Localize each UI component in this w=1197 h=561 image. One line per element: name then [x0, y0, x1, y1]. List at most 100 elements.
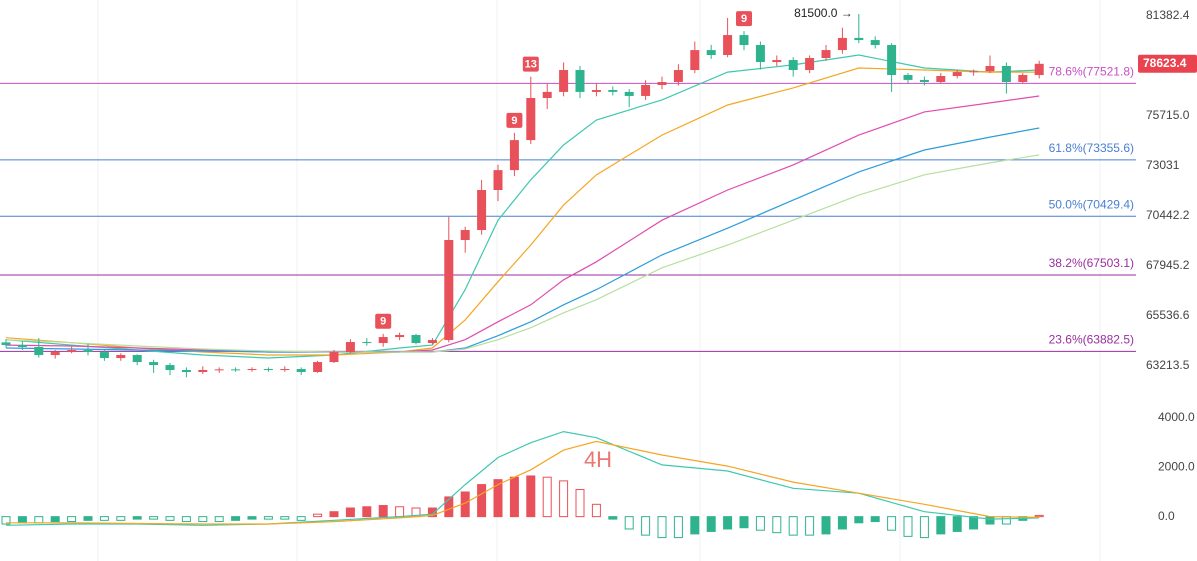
macd-histogram-bar — [854, 516, 864, 524]
candle-body — [329, 352, 339, 363]
macd-histogram-bar — [132, 516, 142, 520]
macd-histogram-bar — [657, 516, 667, 539]
macd-histogram-bar — [313, 513, 323, 518]
macd-histogram-bar — [952, 516, 962, 532]
y-tick-label: 75715.0 — [1146, 108, 1190, 122]
macd-histogram-bar — [1, 516, 11, 525]
macd-histogram-bar — [788, 516, 798, 536]
y-tick-label: 73031 — [1146, 158, 1180, 172]
candle-body — [280, 369, 290, 371]
macd-histogram-bar — [526, 475, 536, 518]
sequence-label: 9 — [380, 316, 386, 328]
candle-body — [755, 45, 765, 63]
moving-average-line — [5, 54, 1040, 359]
macd-histogram-bar — [608, 516, 618, 520]
macd-histogram-bar — [231, 516, 241, 521]
candle-body — [706, 50, 716, 56]
macd-histogram-bar — [83, 516, 93, 521]
sequence-label: 9 — [741, 13, 747, 25]
macd-histogram-bar — [214, 516, 224, 523]
candle-body — [99, 352, 109, 359]
candle-body — [132, 355, 142, 363]
candle-body — [591, 90, 601, 92]
candle-body — [477, 190, 487, 231]
candle-body — [411, 335, 421, 344]
macd-histogram-bar — [99, 516, 109, 521]
candle-body — [985, 65, 995, 72]
macd-histogram-bar — [919, 516, 929, 539]
watermark: 4H — [584, 447, 612, 472]
candle-body — [427, 340, 437, 344]
macd-histogram-bar — [67, 516, 77, 523]
macd-histogram-bar — [378, 505, 388, 518]
candle-body — [395, 335, 405, 338]
high-marker: 81500.0 → — [794, 6, 853, 20]
macd-histogram-bar — [969, 516, 979, 530]
macd-histogram-bar — [477, 484, 487, 518]
macd-histogram-bar — [821, 516, 831, 535]
candle-body — [165, 365, 175, 371]
macd-histogram-bar — [280, 516, 290, 520]
macd-histogram-bar — [706, 516, 716, 532]
candle-body — [231, 369, 241, 371]
candle-body — [821, 50, 831, 59]
macd-histogram-bar — [903, 516, 913, 537]
candle-body — [837, 37, 847, 51]
macd-line — [6, 440, 1040, 525]
candle-body — [919, 79, 929, 83]
candle-body — [641, 84, 651, 96]
macd-line — [5, 430, 1040, 526]
candle-body — [870, 40, 880, 46]
candle-body — [345, 342, 355, 353]
candle-body — [149, 362, 159, 366]
candle-body — [263, 369, 273, 371]
macd-histogram-bar — [493, 479, 503, 518]
candle-body — [854, 37, 864, 41]
candle-body — [67, 350, 77, 353]
moving-average-line — [5, 154, 1040, 353]
candle-body — [673, 70, 683, 83]
y-tick-label: 81382.4 — [1146, 8, 1190, 22]
candle-body — [969, 71, 979, 73]
y-tick-label: 70442.2 — [1146, 208, 1190, 222]
macd-histogram-bar — [690, 516, 700, 535]
candle-body — [1034, 63, 1044, 76]
sequence-label-box — [522, 56, 539, 72]
candle-body — [214, 369, 224, 371]
candle-body — [493, 170, 503, 191]
candle-body — [509, 140, 519, 171]
macd-histogram-bar — [509, 476, 519, 518]
sequence-label-box — [736, 11, 752, 27]
candle-body — [690, 50, 700, 71]
sequence-label: 13 — [525, 59, 537, 71]
macd-histogram-bar — [362, 506, 372, 518]
macd-histogram-bar — [198, 516, 208, 523]
candle-body — [772, 60, 782, 63]
moving-average-line — [5, 127, 1040, 353]
candle-body — [1018, 75, 1028, 83]
candle-body — [198, 370, 208, 373]
candle-body — [542, 91, 552, 98]
sequence-label-box — [375, 313, 392, 329]
candle-body — [526, 97, 536, 141]
candle-body — [788, 60, 798, 71]
macd-histogram-bar — [17, 516, 27, 524]
candle-body — [313, 362, 323, 373]
candle-body — [362, 342, 372, 344]
macd-histogram-bar — [624, 516, 634, 530]
y-tick-label: 4000.0 — [1158, 410, 1195, 424]
macd-histogram-bar — [739, 516, 749, 529]
macd-histogram-bar — [165, 516, 175, 521]
fib-level-label: 61.8%(73355.6) — [1049, 141, 1134, 155]
candle-body — [608, 90, 618, 92]
macd-histogram-bar — [263, 516, 273, 520]
candle-body — [1001, 65, 1011, 83]
last-price-box — [1138, 54, 1197, 73]
macd-histogram-bar — [641, 516, 651, 536]
candle-body — [657, 82, 667, 85]
last-price-label: 78623.4 — [1143, 56, 1187, 70]
macd-histogram-bar — [395, 506, 405, 518]
y-tick-label: 63213.5 — [1146, 358, 1190, 372]
macd-histogram-bar — [985, 516, 995, 525]
